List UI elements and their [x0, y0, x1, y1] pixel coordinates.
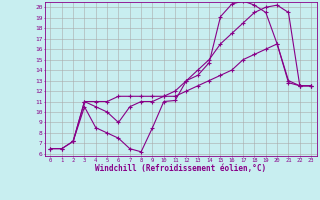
X-axis label: Windchill (Refroidissement éolien,°C): Windchill (Refroidissement éolien,°C) [95, 164, 266, 173]
